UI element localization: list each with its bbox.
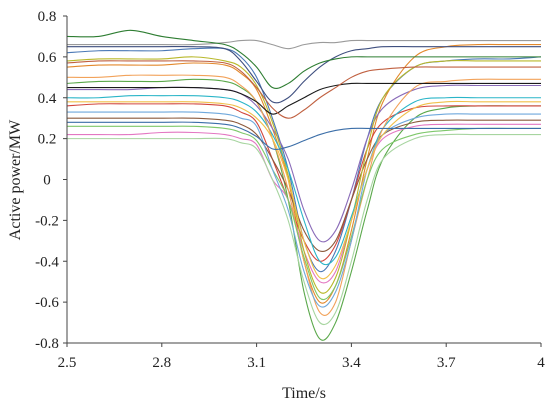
series-line-5 [67,84,541,243]
series-lines [66,29,542,341]
series-line-13 [66,74,541,316]
x-tick-label: 2.8 [152,355,171,371]
series-line-17 [66,100,541,280]
x-tick-label: 4 [537,355,545,371]
y-tick-label: 0.4 [38,91,57,107]
y-tick-label: -0.4 [35,254,59,270]
series-line-14 [67,125,541,301]
series-line-10 [66,95,541,266]
x-axis-title: Time/s [282,385,326,402]
series-line-20 [67,121,541,150]
series-line-4 [66,103,541,262]
series-line-11 [66,45,541,104]
x-tick-label: 3.4 [342,355,361,371]
series-line-18 [66,60,541,119]
series-line-9 [66,56,541,294]
tick-labels: 2.5 2.8 3.1 3.4 3.7 4 0.8 0.6 0.4 0.2 0 -0.2 -0.4 -0.… [35,9,545,371]
series-line-15 [66,111,541,308]
series-line-6 [67,117,541,252]
y-tick-label: 0.6 [38,50,57,66]
x-tick-label: 3.1 [247,355,266,371]
y-tick-label: 0 [43,173,51,189]
series-line-8 [67,39,541,50]
axes [63,15,542,347]
series-line-12 [66,29,541,89]
x-tick-label: 2.5 [58,355,77,371]
series-line-19 [66,133,541,326]
y-tick-label: -0.8 [35,336,59,352]
y-tick-label: -0.2 [35,213,59,229]
y-tick-label: 0.8 [38,9,57,25]
series-line-3 [66,78,541,341]
series-line-16 [67,82,541,115]
y-tick-label: -0.6 [35,295,59,311]
y-axis-title: Active power/MW [7,119,24,240]
y-tick-label: 0.2 [38,132,57,148]
x-tick-label: 3.7 [437,355,456,371]
